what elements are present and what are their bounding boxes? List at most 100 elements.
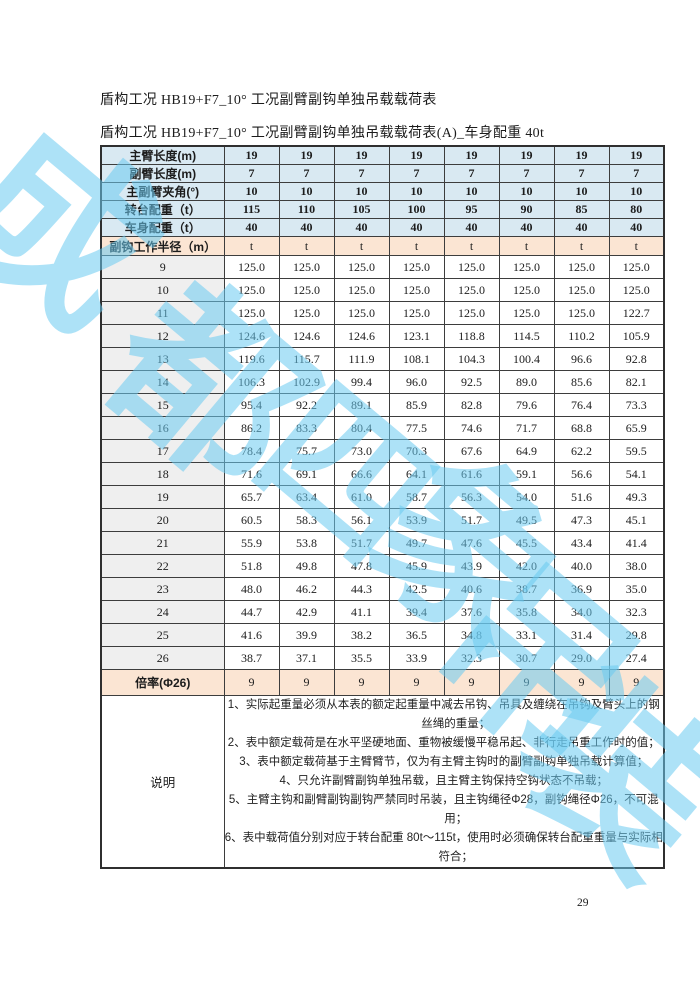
- header-value-cell: 7: [553, 164, 610, 183]
- header-value-cell: 10: [333, 182, 390, 201]
- radius-cell: 17: [100, 439, 225, 463]
- load-value-cell: 89.1: [333, 393, 390, 417]
- load-value-cell: 125.0: [498, 255, 555, 279]
- load-value-cell: 45.9: [388, 554, 445, 578]
- page-number: 29: [577, 897, 589, 909]
- load-value-cell: 125.0: [333, 255, 390, 279]
- load-value-cell: 125.0: [608, 278, 665, 302]
- load-value-cell: 95.4: [223, 393, 280, 417]
- load-value-cell: 86.2: [223, 416, 280, 440]
- load-value-cell: 104.3: [443, 347, 500, 371]
- unit-cell: t: [278, 236, 335, 256]
- radius-row-label: 副钩工作半径（m）: [100, 236, 225, 256]
- load-value-cell: 70.3: [388, 439, 445, 463]
- load-value-cell: 38.2: [333, 623, 390, 647]
- load-value-cell: 56.1: [333, 508, 390, 532]
- load-value-cell: 125.0: [388, 255, 445, 279]
- load-value-cell: 59.5: [608, 439, 665, 463]
- load-value-cell: 96.6: [553, 347, 610, 371]
- load-value-cell: 56.6: [553, 462, 610, 486]
- load-value-cell: 54.0: [498, 485, 555, 509]
- load-value-cell: 53.8: [278, 531, 335, 555]
- load-value-cell: 65.9: [608, 416, 665, 440]
- load-value-cell: 83.3: [278, 416, 335, 440]
- load-value-cell: 73.0: [333, 439, 390, 463]
- header-value-cell: 10: [498, 182, 555, 201]
- load-value-cell: 92.2: [278, 393, 335, 417]
- load-value-cell: 125.0: [553, 301, 610, 325]
- load-value-cell: 125.0: [278, 255, 335, 279]
- load-value-cell: 125.0: [333, 278, 390, 302]
- load-value-cell: 47.8: [333, 554, 390, 578]
- load-value-cell: 33.9: [388, 646, 445, 670]
- load-value-cell: 71.7: [498, 416, 555, 440]
- load-value-cell: 125.0: [278, 278, 335, 302]
- load-value-cell: 32.3: [608, 600, 665, 624]
- ratio-value-cell: 9: [278, 669, 335, 696]
- header-value-cell: 7: [388, 164, 445, 183]
- load-value-cell: 37.6: [443, 600, 500, 624]
- load-value-cell: 125.0: [223, 278, 280, 302]
- ratio-value-cell: 9: [223, 669, 280, 696]
- header-value-cell: 7: [498, 164, 555, 183]
- load-value-cell: 125.0: [223, 255, 280, 279]
- load-value-cell: 34.0: [553, 600, 610, 624]
- page-title: 盾构工况 HB19+F7_10° 工况副臂副钩单独吊载载荷表: [100, 93, 437, 108]
- header-value-cell: 19: [388, 145, 445, 165]
- header-value-cell: 85: [553, 200, 610, 219]
- unit-cell: t: [333, 236, 390, 256]
- header-value-cell: 105: [333, 200, 390, 219]
- header-value-cell: 10: [608, 182, 665, 201]
- header-row-label: 转台配重（t）: [100, 200, 225, 219]
- load-value-cell: 100.4: [498, 347, 555, 371]
- radius-cell: 25: [100, 623, 225, 647]
- load-value-cell: 33.1: [498, 623, 555, 647]
- note-line: 1、实际起重量必须从本表的额定起重量中减去吊钩、吊具及缠绕在吊钩及臂头上的钢丝绳…: [227, 699, 660, 730]
- load-value-cell: 51.6: [553, 485, 610, 509]
- header-value-cell: 19: [443, 145, 500, 165]
- radius-cell: 19: [100, 485, 225, 509]
- load-value-cell: 125.0: [443, 301, 500, 325]
- load-value-cell: 43.4: [553, 531, 610, 555]
- load-value-cell: 31.4: [553, 623, 610, 647]
- load-value-cell: 92.8: [608, 347, 665, 371]
- load-value-cell: 40.6: [443, 577, 500, 601]
- load-value-cell: 38.0: [608, 554, 665, 578]
- notes-cell: 1、实际起重量必须从本表的额定起重量中减去吊钩、吊具及缠绕在吊钩及臂头上的钢丝绳…: [223, 695, 665, 869]
- header-value-cell: 7: [443, 164, 500, 183]
- load-value-cell: 40.0: [553, 554, 610, 578]
- load-value-cell: 77.5: [388, 416, 445, 440]
- load-value-cell: 85.9: [388, 393, 445, 417]
- radius-cell: 18: [100, 462, 225, 486]
- load-value-cell: 36.5: [388, 623, 445, 647]
- radius-cell: 10: [100, 278, 225, 302]
- radius-cell: 9: [100, 255, 225, 279]
- unit-cell: t: [498, 236, 555, 256]
- load-value-cell: 66.6: [333, 462, 390, 486]
- load-value-cell: 125.0: [278, 301, 335, 325]
- load-value-cell: 75.7: [278, 439, 335, 463]
- load-value-cell: 125.0: [388, 278, 445, 302]
- ratio-value-cell: 9: [498, 669, 555, 696]
- load-value-cell: 80.4: [333, 416, 390, 440]
- load-value-cell: 34.8: [443, 623, 500, 647]
- load-value-cell: 124.6: [333, 324, 390, 348]
- load-value-cell: 85.6: [553, 370, 610, 394]
- load-value-cell: 115.7: [278, 347, 335, 371]
- load-value-cell: 45.5: [498, 531, 555, 555]
- load-value-cell: 125.0: [553, 255, 610, 279]
- load-value-cell: 35.0: [608, 577, 665, 601]
- header-value-cell: 10: [223, 182, 280, 201]
- load-value-cell: 49.5: [498, 508, 555, 532]
- ratio-value-cell: 9: [388, 669, 445, 696]
- load-value-cell: 125.0: [443, 278, 500, 302]
- load-value-cell: 64.9: [498, 439, 555, 463]
- load-value-cell: 125.0: [223, 301, 280, 325]
- header-value-cell: 90: [498, 200, 555, 219]
- radius-cell: 24: [100, 600, 225, 624]
- header-value-cell: 40: [443, 218, 500, 237]
- note-line: 6、表中载荷值分别对应于转台配重 80t～115t，使用时必须确保转台配重重量与…: [224, 832, 663, 863]
- header-value-cell: 40: [498, 218, 555, 237]
- note-line: 2、表中额定载荷是在水平坚硬地面、重物被缓慢平稳吊起、非行走吊重工作时的值；: [227, 737, 660, 749]
- load-value-cell: 51.7: [443, 508, 500, 532]
